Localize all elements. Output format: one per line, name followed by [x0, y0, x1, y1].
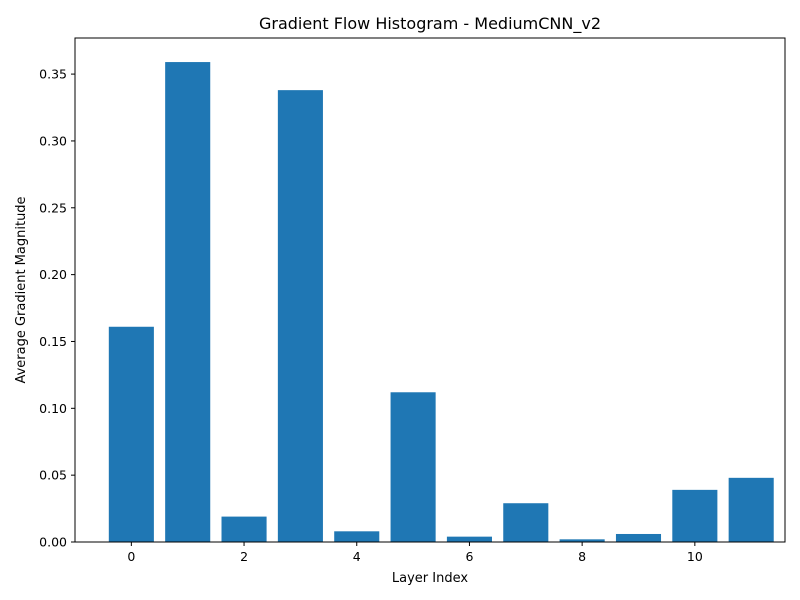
- bar-layer-6: [446, 536, 492, 542]
- bar-layer-7: [503, 503, 549, 542]
- x-tick-label: 10: [687, 549, 703, 564]
- x-tick-label: 0: [127, 549, 135, 564]
- bar-layer-10: [672, 489, 718, 542]
- y-tick-label: 0.30: [39, 133, 67, 148]
- bar-layer-8: [559, 539, 605, 542]
- x-tick-label: 4: [353, 549, 361, 564]
- y-tick-label: 0.20: [39, 267, 67, 282]
- bar-layer-0: [108, 326, 154, 542]
- bar-layer-5: [390, 392, 436, 542]
- bar-layer-11: [728, 477, 774, 542]
- y-tick-label: 0.25: [39, 200, 67, 215]
- bar-layer-1: [165, 62, 211, 543]
- x-tick-label: 8: [578, 549, 586, 564]
- bar-layer-9: [615, 533, 662, 542]
- bars-group: [108, 62, 774, 543]
- x-tick-label: 2: [240, 549, 248, 564]
- x-axis-label: Layer Index: [392, 571, 468, 586]
- plot-area-frame: [74, 37, 786, 543]
- y-tick-label: 0.35: [39, 67, 67, 82]
- chart-title: Gradient Flow Histogram - MediumCNN_v2: [259, 14, 601, 34]
- y-tick-label: 0.05: [39, 468, 67, 483]
- y-tick-label: 0.10: [39, 401, 67, 416]
- x-tick-label: 6: [465, 549, 473, 564]
- y-tick-label: 0.00: [39, 535, 67, 550]
- y-axis-label: Average Gradient Magnitude: [14, 196, 29, 383]
- bar-layer-4: [334, 531, 380, 542]
- bar-layer-2: [221, 516, 267, 542]
- bar-layer-3: [277, 90, 323, 542]
- x-axis-ticks: 0 2 4 6 8 10: [127, 542, 703, 564]
- y-axis-ticks: 0.00 0.05 0.10 0.15 0.20 0.25 0.30 0.35: [39, 67, 75, 550]
- y-tick-label: 0.15: [39, 334, 67, 349]
